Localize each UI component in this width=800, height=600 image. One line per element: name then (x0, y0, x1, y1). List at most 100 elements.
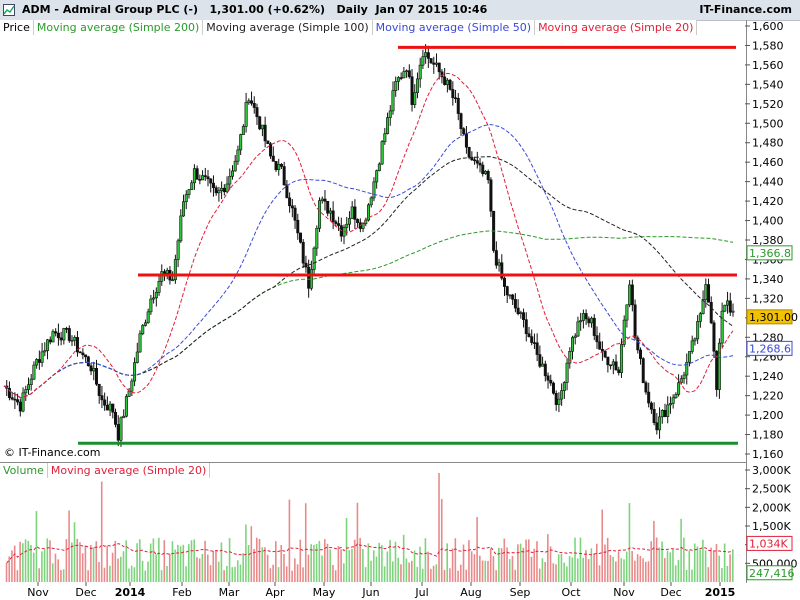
candle-body (513, 299, 517, 309)
candle-body (715, 350, 719, 390)
volume-bar (119, 556, 122, 582)
volume-bar (174, 549, 176, 582)
legend-price[interactable]: Price (0, 20, 34, 35)
candle-body (288, 197, 292, 207)
candle-body (590, 317, 594, 324)
volume-bar (24, 539, 27, 582)
volume-bar (160, 570, 163, 582)
volume-bar (185, 566, 187, 582)
legend-ma50[interactable]: Moving average (Simple 50) (372, 20, 536, 35)
candle-body (285, 184, 289, 199)
candle-body (130, 380, 134, 392)
candle-body (46, 339, 50, 351)
candle-body (603, 351, 607, 358)
legend-volume-ma20[interactable]: Moving average (Simple 20) (47, 463, 211, 478)
price-axis-label: 1,240 (752, 370, 784, 383)
candle-body (611, 361, 615, 366)
time-axis-label: 2015 (705, 586, 736, 599)
volume-bar (381, 545, 383, 582)
volume-bar (117, 558, 119, 582)
volume-bar (663, 558, 666, 582)
candle-body (182, 201, 186, 217)
candle-body (29, 378, 33, 385)
candle-body (560, 390, 564, 400)
candle-body (707, 284, 711, 303)
volume-bar (193, 539, 196, 582)
candle-body (709, 302, 713, 324)
candle-body (424, 52, 428, 58)
legend-volume[interactable]: Volume (0, 463, 48, 478)
chart-title-bar: ADM - Admiral Group PLC (-) 1,301.00 (+0… (0, 0, 800, 21)
candle-body (220, 187, 224, 191)
candle-body (184, 194, 188, 203)
candle-body (383, 133, 387, 142)
candle-body (609, 364, 613, 367)
candle-body (375, 170, 379, 183)
candle-body (192, 168, 196, 184)
volume-bar (416, 567, 419, 582)
legend-ma20[interactable]: Moving average (Simple 20) (535, 20, 698, 35)
candle-body (222, 187, 226, 193)
volume-bar (653, 520, 655, 582)
volume-bar (65, 539, 68, 582)
volume-bar (356, 502, 359, 582)
candle-body (486, 171, 490, 181)
volume-bar (555, 564, 557, 582)
volume-bar (234, 566, 236, 582)
time-axis-label: Oct (561, 586, 581, 599)
candle-body (337, 223, 341, 226)
legend-ma200[interactable]: Moving average (Simple 200) (33, 20, 204, 35)
volume-panel (0, 462, 747, 583)
price-axis-label: 1,380 (752, 234, 784, 247)
volume-bar (353, 539, 356, 582)
volume-bar (628, 503, 631, 582)
candle-body (473, 159, 477, 162)
volume-bar (144, 570, 147, 582)
volume-bar (106, 545, 108, 582)
volume-bar (574, 537, 576, 582)
candle-body (668, 403, 672, 406)
candle-body (13, 398, 17, 401)
volume-bar (683, 537, 685, 582)
volume-bar (666, 550, 669, 582)
candle-body (448, 79, 452, 90)
volume-bar (92, 547, 95, 582)
volume-bar (68, 510, 70, 582)
volume-bar (495, 570, 497, 582)
volume-bar (255, 537, 258, 582)
volume-bar (449, 568, 451, 582)
volume-bar (595, 543, 598, 582)
volume-bar (296, 564, 299, 582)
volume-bar (32, 552, 35, 582)
volume-bar (215, 551, 217, 582)
candle-body (644, 382, 648, 393)
candle-body (500, 262, 504, 279)
legend-ma100[interactable]: Moving average (Simple 100) (203, 20, 373, 35)
volume-bar (677, 559, 680, 582)
volume-bar (321, 555, 323, 582)
volume-bar (525, 539, 527, 582)
volume-bar (400, 564, 402, 582)
ma20-line (3, 72, 734, 399)
price-axis-label: 1,400 (752, 215, 784, 228)
candle-body (56, 332, 60, 339)
volume-bar (152, 538, 155, 582)
volume-bar (247, 545, 250, 582)
candle-body (462, 128, 466, 135)
volume-bar (27, 540, 30, 582)
candle-body (647, 391, 651, 404)
volume-bar (383, 566, 386, 582)
candle-body (114, 411, 118, 425)
candle-body (489, 179, 493, 212)
volume-bar (168, 553, 171, 582)
volume-bar (672, 549, 674, 582)
volume-bar (511, 555, 514, 582)
candle-body (674, 394, 678, 399)
volume-bar (133, 567, 136, 582)
volume-bar (310, 544, 312, 582)
candle-body (581, 313, 585, 321)
volume-bar (693, 543, 696, 582)
volume-bar (729, 554, 731, 582)
volume-bar (375, 556, 378, 582)
price-axis-label: 1,580 (752, 39, 784, 52)
